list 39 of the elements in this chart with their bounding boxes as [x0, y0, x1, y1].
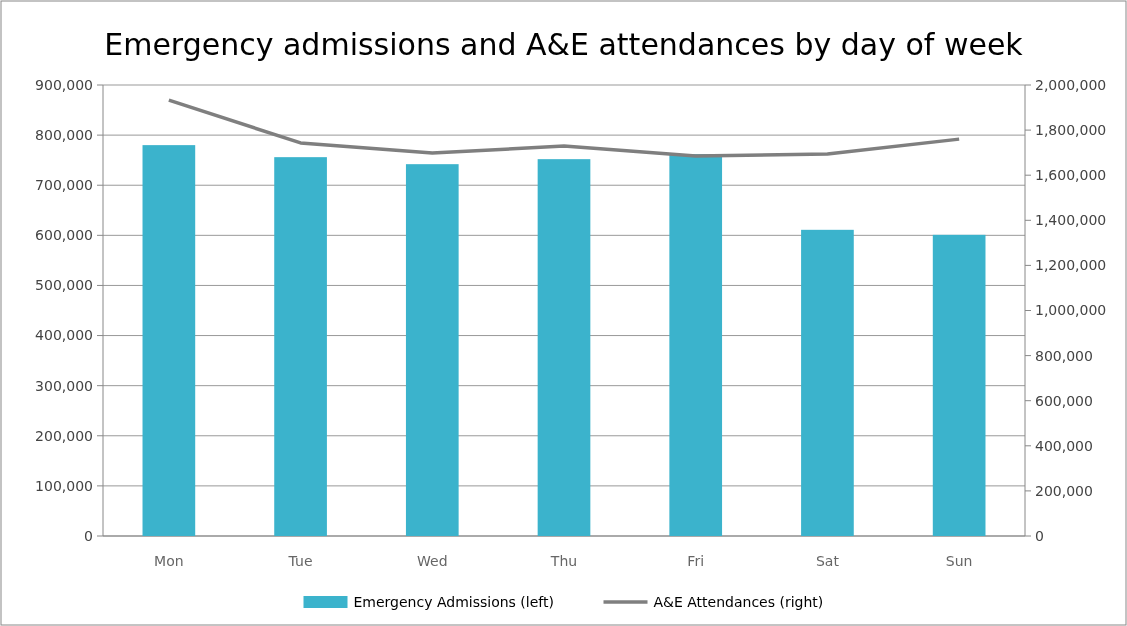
y2-tick-label: 2,000,000 — [1035, 76, 1107, 93]
bar — [932, 234, 986, 536]
x-tick-label: Mon — [154, 553, 184, 569]
y-tick-label: 800,000 — [35, 127, 93, 144]
bar — [405, 164, 459, 536]
x-tick-label: Sat — [815, 553, 840, 569]
x-tick-label: Sun — [945, 553, 973, 569]
y2-tick-label: 800,000 — [1035, 347, 1093, 364]
y-tick-label: 600,000 — [35, 227, 93, 244]
y2-tick-label: 1,000,000 — [1035, 302, 1107, 319]
x-tick-label: Wed — [417, 553, 448, 569]
y-tick-label: 400,000 — [35, 327, 93, 344]
y2-tick-label: 0 — [1035, 527, 1044, 544]
bar — [669, 154, 723, 536]
bar — [801, 229, 854, 536]
y-tick-label: 200,000 — [35, 427, 93, 444]
y-tick-label: 900,000 — [35, 76, 93, 93]
legend-label: A&E Attendances (right) — [653, 593, 824, 610]
bar — [142, 145, 196, 536]
line-series — [167, 98, 961, 158]
chart-title: Emergency admissions and A&E attendances by day of week — [104, 27, 1024, 62]
y-tick-label: 500,000 — [35, 277, 93, 294]
y-tick-label: 0 — [84, 527, 93, 544]
y2-tick-label: 200,000 — [1035, 482, 1093, 499]
legend-label: Emergency Admissions (left) — [353, 593, 554, 610]
y2-tick-label: 1,800,000 — [1035, 122, 1107, 138]
y2-tick-label: 1,200,000 — [1035, 257, 1107, 274]
bar — [274, 157, 327, 536]
y2-tick-label: 400,000 — [1035, 437, 1093, 454]
y2-tick-label: 600,000 — [1035, 392, 1093, 409]
x-tick-label: Tue — [287, 553, 313, 569]
x-tick-label: Thu — [549, 553, 578, 569]
y2-tick-label: 1,600,000 — [1035, 167, 1107, 184]
y-tick-label: 300,000 — [35, 377, 93, 394]
x-tick-label: Fri — [687, 553, 705, 569]
y-tick-label: 700,000 — [35, 177, 93, 194]
y-tick-label: 100,000 — [35, 477, 93, 494]
y2-tick-label: 1,400,000 — [1035, 212, 1107, 229]
bar — [537, 159, 591, 536]
